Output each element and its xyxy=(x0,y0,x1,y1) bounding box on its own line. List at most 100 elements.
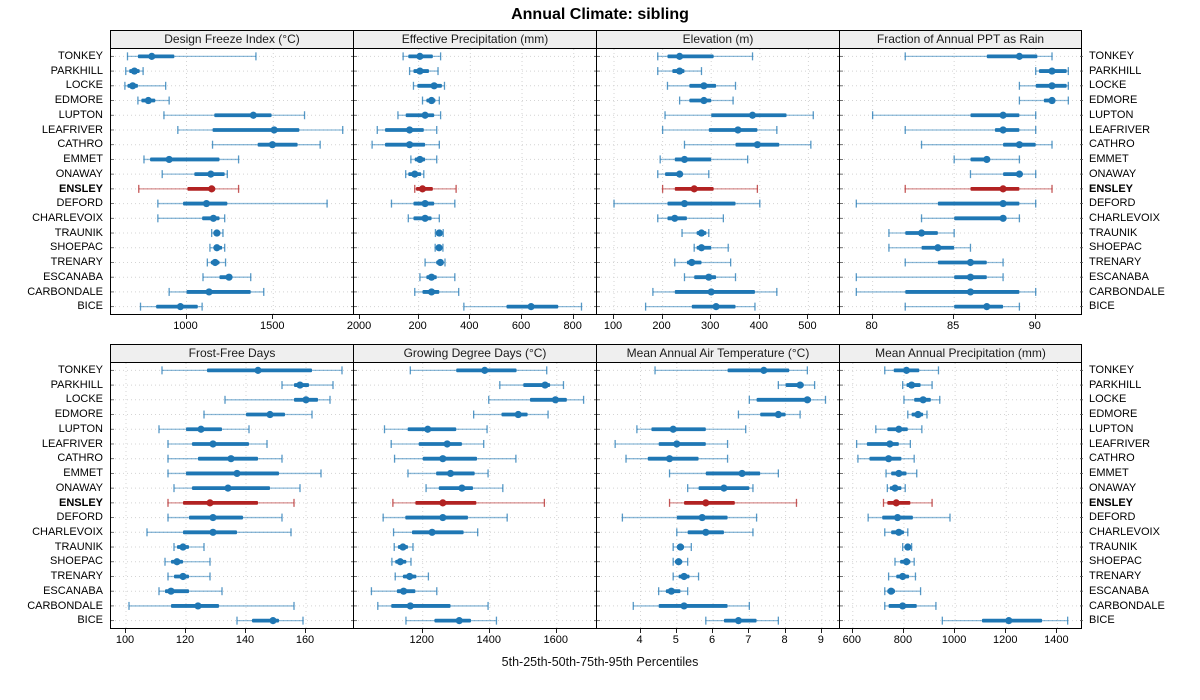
x-axis: 4 5 6 7 8 9 xyxy=(596,629,839,651)
panel-title: Mean Annual Air Temperature (°C) xyxy=(626,346,810,360)
station-label: CARBONDALE xyxy=(1089,285,1165,298)
median-dot xyxy=(421,199,429,208)
median-dot xyxy=(712,303,720,311)
percentile-interval-onaway xyxy=(405,170,425,179)
median-dot xyxy=(707,288,715,296)
station-label: TRAUNIK xyxy=(1089,540,1138,553)
iqr-bar xyxy=(667,54,714,59)
station-label: TONKEY xyxy=(1089,364,1135,376)
iqr-bar xyxy=(150,157,220,162)
median-dot xyxy=(667,587,675,595)
median-dot xyxy=(209,214,218,222)
median-dot xyxy=(176,303,185,311)
station-label: SHOEPAC xyxy=(1089,241,1142,254)
x-tick-mark xyxy=(871,315,873,319)
median-dot xyxy=(760,366,768,374)
percentile-interval-edmore xyxy=(137,96,170,105)
percentile-interval-lupton xyxy=(664,111,814,120)
percentile-interval-carbondale xyxy=(377,601,489,610)
median-dot xyxy=(680,572,688,581)
station-label: LUPTON xyxy=(58,422,103,435)
percentile-interval-cathro xyxy=(371,140,440,149)
station-label: CATHRO xyxy=(1089,452,1135,465)
median-dot xyxy=(527,303,535,311)
iqr-bar xyxy=(385,128,424,132)
percentile-interval-carbondale xyxy=(652,287,778,296)
percentile-interval-edmore xyxy=(1018,96,1069,105)
iqr-bar xyxy=(970,113,1020,118)
median-dot xyxy=(688,258,696,267)
median-dot xyxy=(676,543,685,551)
median-dot xyxy=(213,244,221,252)
percentile-interval-onaway xyxy=(657,170,710,179)
median-dot xyxy=(999,185,1007,193)
percentile-interval-carbondale xyxy=(414,287,460,296)
percentile-interval-deford xyxy=(855,199,1037,208)
x-tick-label: 600 xyxy=(842,634,861,646)
percentile-interval-cathro xyxy=(167,454,283,463)
percentile-interval-tonkey xyxy=(657,52,754,61)
x-tick-mark xyxy=(125,629,126,633)
x-tick-mark xyxy=(712,629,714,633)
percentile-interval-bice xyxy=(941,616,1069,625)
iqr-bar xyxy=(246,412,285,417)
x-tick-label: 600 xyxy=(511,320,531,332)
x-axis: 200 400 600 800 xyxy=(353,315,596,337)
median-dot xyxy=(435,229,443,237)
percentile-interval-cathro xyxy=(211,140,321,149)
panel xyxy=(839,49,1083,315)
station-label: TONKEY xyxy=(1089,50,1135,62)
median-dot xyxy=(209,440,217,448)
percentile-interval-bice xyxy=(139,302,203,311)
percentile-interval-locke xyxy=(748,395,827,404)
panel xyxy=(353,49,597,315)
percentile-interval-charlevoix xyxy=(146,528,292,537)
panel xyxy=(110,363,354,629)
station-label: SHOEPAC xyxy=(1089,555,1142,568)
x-tick-label: 160 xyxy=(295,634,315,646)
x-tick-label: 1000 xyxy=(941,634,967,646)
percentile-interval-lupton xyxy=(383,425,488,434)
x-tick-label: 1200 xyxy=(409,634,434,646)
median-dot xyxy=(427,96,436,105)
percentile-interval-tonkey xyxy=(161,366,343,375)
iqr-bar xyxy=(994,128,1020,132)
station-label: LUPTON xyxy=(58,108,103,121)
median-dot xyxy=(129,82,137,90)
median-dot xyxy=(165,155,173,164)
median-dot xyxy=(194,602,202,610)
x-tick-label: 1600 xyxy=(543,634,569,646)
percentile-interval-trenary xyxy=(167,572,211,581)
station-label: BICE xyxy=(77,300,103,313)
median-dot xyxy=(227,455,235,463)
median-dot xyxy=(399,543,407,551)
median-dot xyxy=(676,170,684,178)
median-dot xyxy=(209,513,217,522)
percentile-interval-lupton xyxy=(397,111,442,120)
percentile-interval-parkhill xyxy=(125,67,144,76)
percentile-interval-leafriver xyxy=(614,439,729,448)
median-dot xyxy=(983,155,991,164)
median-dot xyxy=(895,528,903,536)
panel-header: Growing Degree Days (°C) xyxy=(353,344,596,363)
x-tick-label: 80 xyxy=(865,320,878,332)
percentile-interval-escanaba xyxy=(658,587,689,596)
median-dot xyxy=(424,425,432,433)
percentile-interval-ensley xyxy=(904,184,1053,193)
median-dot xyxy=(887,587,895,595)
percentile-interval-leafriver xyxy=(390,439,485,448)
median-dot xyxy=(702,499,710,507)
median-dot xyxy=(796,381,804,389)
x-tick-label: 90 xyxy=(1028,320,1041,332)
panel-title: Growing Degree Days (°C) xyxy=(403,346,547,360)
x-axis: 100 120 140 160 xyxy=(110,629,353,651)
iqr-bar xyxy=(905,290,1020,294)
median-dot xyxy=(436,258,444,267)
median-dot xyxy=(885,455,893,463)
percentile-interval-shoepac xyxy=(209,243,226,252)
station-label: LOCKE xyxy=(1089,79,1127,92)
station-label: CHARLEVOIX xyxy=(32,525,103,538)
percentile-interval-shoepac xyxy=(672,557,689,566)
median-dot xyxy=(700,82,708,90)
median-dot xyxy=(197,425,205,433)
